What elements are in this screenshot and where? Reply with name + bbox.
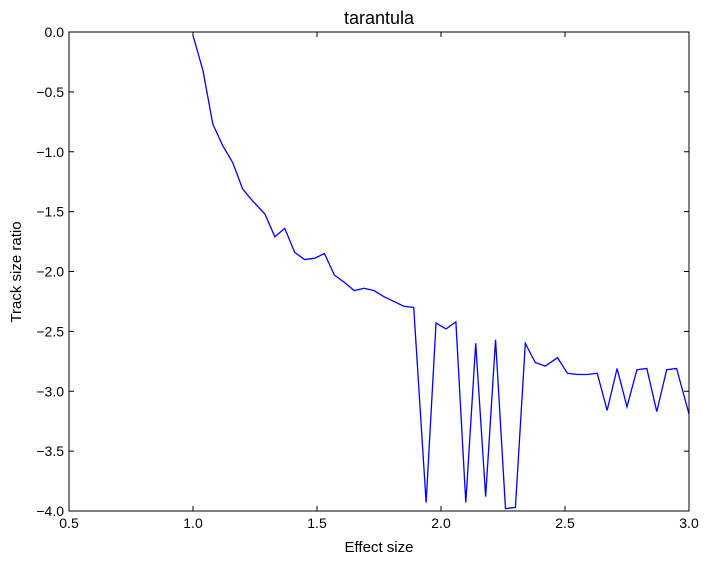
- y-tick-label: −2.0: [36, 264, 64, 280]
- x-tick-label: 3.0: [679, 515, 699, 531]
- x-axis-label: Effect size: [345, 539, 414, 556]
- y-tick-label: −2.5: [36, 323, 64, 339]
- y-axis-label: Track size ratio: [8, 221, 25, 322]
- y-tick-label: −3.5: [36, 443, 64, 459]
- y-tick-label: −4.0: [36, 503, 64, 519]
- y-tick-label: −1.0: [36, 144, 64, 160]
- series-line: [193, 36, 689, 509]
- y-tick-label: −3.0: [36, 383, 64, 399]
- chart-title: tarantula: [344, 8, 415, 28]
- y-tick-label: −0.5: [36, 84, 64, 100]
- x-tick-label: 2.5: [555, 515, 575, 531]
- x-tick-label: 1.5: [307, 515, 327, 531]
- x-tick-label: 2.0: [431, 515, 451, 531]
- y-tick-label: −1.5: [36, 204, 64, 220]
- y-tick-label: 0.0: [45, 24, 65, 40]
- series-layer: [193, 36, 689, 509]
- plot-frame: [69, 32, 689, 511]
- x-tick-label: 1.0: [183, 515, 203, 531]
